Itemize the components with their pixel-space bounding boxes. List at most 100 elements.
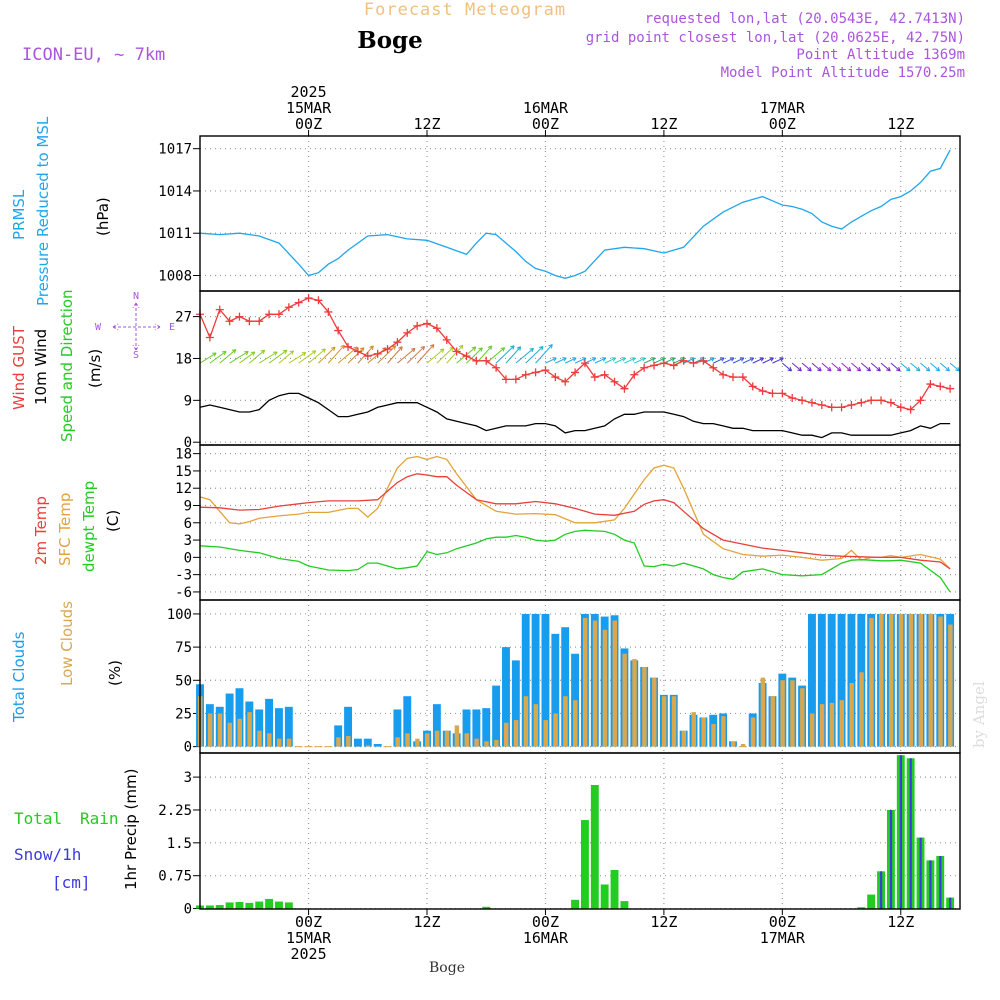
wind-arrow-head xyxy=(905,366,911,372)
low-cloud-bar xyxy=(415,738,420,747)
low-cloud-bar xyxy=(484,741,489,747)
total-cloud-bar xyxy=(541,613,550,747)
y-tick-label: 27 xyxy=(175,310,192,326)
gust-marker xyxy=(640,363,649,372)
wind-arrow-head xyxy=(273,351,278,356)
top-time-label: 17MAR xyxy=(760,99,806,117)
pressure-desc-label: Pressure Reduced to MSL xyxy=(34,116,52,306)
watermark: by Angel xyxy=(970,681,988,748)
y-tick-label: 12 xyxy=(175,481,192,497)
wind-arrow-head xyxy=(729,357,735,362)
low-cloud-bar xyxy=(938,616,943,747)
wind-direction-arrow xyxy=(209,350,227,364)
bottom-time-label: 17MAR xyxy=(760,929,806,947)
gust-marker xyxy=(452,347,461,356)
wind-arrow-head xyxy=(759,357,765,362)
clouds-panel: 0 25 50 75 100 xyxy=(167,599,961,756)
gust-marker xyxy=(709,363,718,372)
wind-arrow-head xyxy=(670,357,676,362)
wind-arrow-head xyxy=(651,357,656,362)
sfc-temp-line xyxy=(199,455,951,570)
gust-marker xyxy=(255,317,264,326)
gust-marker xyxy=(758,387,767,396)
gust-marker xyxy=(314,296,323,305)
low-cloud-bar xyxy=(602,629,608,747)
wind-arrow-head xyxy=(398,346,403,351)
wind-direction-arrow xyxy=(416,344,435,364)
total-cloud-bar xyxy=(827,613,836,747)
wind-direction-arrow xyxy=(495,345,515,364)
low-cloud-bar xyxy=(770,696,775,747)
total-cloud-bar xyxy=(482,708,491,747)
wind-arrow-head xyxy=(391,345,397,350)
clouds-labels: Total Clouds Low Clouds (%) xyxy=(10,601,124,723)
gust-marker xyxy=(916,396,925,405)
wind-arrow-head xyxy=(562,357,567,362)
gust-marker xyxy=(906,405,915,414)
wind-direction-arrow xyxy=(910,362,921,372)
rain-bar xyxy=(245,902,254,909)
low-cloud-bar xyxy=(869,617,874,747)
gust-marker xyxy=(245,317,254,326)
wind-speed-line xyxy=(199,392,951,439)
gust-marker xyxy=(373,349,382,358)
low-cloud-bar xyxy=(711,724,716,747)
gust-marker xyxy=(837,403,846,412)
snow-bar xyxy=(939,855,942,909)
wind-labels: Wind GUST 10m Wind Speed and Direction (… xyxy=(10,289,175,442)
wind-direction-arrow xyxy=(722,357,735,364)
top-time-label: 15MAR xyxy=(286,99,332,117)
wind-arrow-head xyxy=(876,366,881,372)
total-cloud-bar xyxy=(432,704,441,747)
rain-bar xyxy=(600,884,609,909)
wind-arrow-head xyxy=(369,345,374,351)
rain-bar xyxy=(225,902,234,909)
gust-marker xyxy=(521,370,530,379)
y-tick-label: 1014 xyxy=(158,184,192,200)
low-cloud-bar xyxy=(681,730,687,747)
wind-arrow-head xyxy=(935,366,941,372)
gust-marker xyxy=(413,321,422,330)
wind-arrow-head xyxy=(739,357,745,362)
total-cloud-bar xyxy=(817,613,826,747)
wind-arrow-head xyxy=(601,357,607,362)
rain-bar xyxy=(482,906,491,909)
gust-marker xyxy=(571,368,580,377)
wind-arrow-head xyxy=(896,366,901,372)
gust-marker xyxy=(728,373,737,382)
bottom-time-label: 12Z xyxy=(650,913,677,931)
total-cloud-bar xyxy=(344,706,352,747)
wind-arrow-head xyxy=(411,347,416,353)
wind-direction-arrow xyxy=(229,351,249,364)
wind-arrow-head xyxy=(289,350,294,355)
low-cloud-bar xyxy=(632,659,637,747)
total-cloud-bar xyxy=(225,693,234,747)
top-time-label: 00Z xyxy=(532,115,559,133)
wind-arrow-head xyxy=(710,357,715,362)
wind-direction-arrow xyxy=(377,345,396,364)
wind-direction-arrow xyxy=(268,349,288,364)
gust-marker xyxy=(344,342,353,351)
y-tick-label: 0 xyxy=(184,740,192,756)
total-rain-label-1: Total xyxy=(14,809,62,828)
wind-direction-arrow xyxy=(535,344,553,364)
y-tick-label: 0 xyxy=(184,550,192,566)
y-tick-label: -3 xyxy=(175,568,192,584)
gust-marker xyxy=(393,338,402,347)
wind-arrow-head xyxy=(720,357,725,362)
wind-arrow-head xyxy=(856,366,862,372)
temp2m-label: 2m Temp xyxy=(32,496,50,565)
y-tick-label: 0 xyxy=(184,902,192,918)
gust-marker xyxy=(294,298,303,307)
y-tick-label: 18 xyxy=(175,447,192,463)
gust-marker xyxy=(857,398,866,407)
low-cloud-bar xyxy=(346,736,351,747)
total-cloud-bar xyxy=(502,647,510,747)
compass-rose: N W E S xyxy=(95,291,175,361)
y-tick-label: 3 xyxy=(184,770,192,786)
low-cloud-bar xyxy=(207,713,213,747)
wind-direction-arrow xyxy=(762,357,774,364)
pressure-panel: 1008 1011 1014 1017 xyxy=(158,135,961,292)
gust-marker xyxy=(492,363,501,372)
total-cloud-bar xyxy=(265,698,274,747)
